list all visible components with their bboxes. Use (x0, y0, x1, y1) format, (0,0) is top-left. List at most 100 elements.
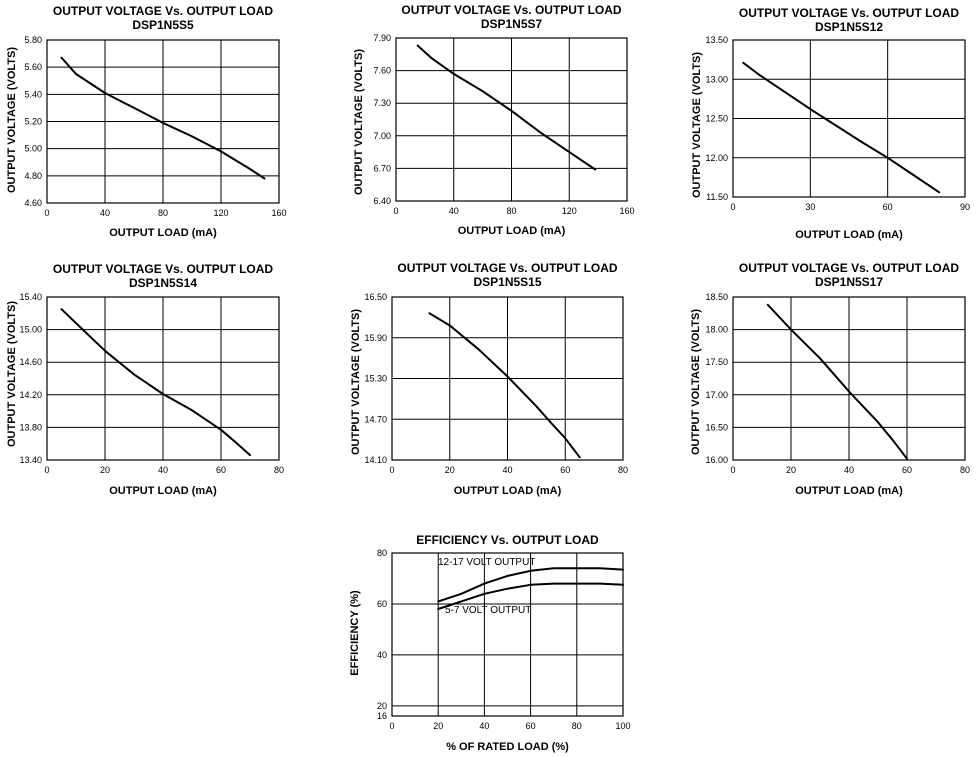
y-tick-label: 16.50 (705, 422, 728, 432)
y-tick-label: 16.50 (364, 292, 387, 302)
x-tick-label: 20 (433, 721, 443, 731)
x-tick-label: 80 (572, 721, 582, 731)
chart-title: EFFICIENCY Vs. OUTPUT LOAD (416, 533, 599, 547)
x-tick-label: 80 (158, 208, 168, 218)
plot-frame (395, 37, 628, 202)
y-axis-label: OUTPUT VOLTAGE (VOLTS) (691, 52, 703, 198)
y-tick-label: 5.60 (24, 62, 42, 72)
chart-title: OUTPUT VOLTAGE Vs. OUTPUT LOAD (53, 262, 274, 276)
x-axis-label: OUTPUT LOAD (mA) (109, 227, 217, 239)
chart-subtitle: DSP1N5S15 (473, 275, 541, 289)
series-line-1 (416, 44, 597, 171)
y-tick-label: 12.50 (705, 114, 728, 124)
chart-title: OUTPUT VOLTAGE Vs. OUTPUT LOAD (401, 3, 622, 17)
chart-title: OUTPUT VOLTAGE Vs. OUTPUT LOAD (397, 261, 618, 275)
x-tick-label: 80 (960, 465, 970, 475)
chart-subtitle: DSP1N5S12 (815, 20, 883, 34)
x-tick-label: 40 (479, 721, 489, 731)
y-axis-label: OUTPUT VOLTAGE (VOLTS) (690, 309, 702, 455)
x-axis-label: % OF RATED LOAD (%) (446, 741, 569, 753)
y-tick-label: 15.30 (364, 374, 387, 384)
y-tick-label: 18.50 (705, 292, 728, 302)
plot-frame (391, 296, 624, 461)
y-tick-label: 4.80 (24, 171, 42, 181)
plot-frame (391, 552, 624, 717)
chart-title: OUTPUT VOLTAGE Vs. OUTPUT LOAD (53, 4, 274, 18)
y-tick-label: 5.00 (24, 144, 42, 154)
x-tick-label: 80 (506, 206, 516, 216)
x-tick-label: 120 (213, 208, 228, 218)
x-tick-label: 120 (562, 206, 577, 216)
x-tick-label: 40 (158, 465, 168, 475)
x-tick-label: 60 (216, 465, 226, 475)
y-tick-label: 60 (377, 599, 387, 609)
x-axis-label: OUTPUT LOAD (mA) (795, 229, 903, 241)
x-tick-label: 40 (844, 465, 854, 475)
y-tick-label: 14.70 (364, 414, 387, 424)
plot-frame (46, 39, 280, 204)
y-tick-label: 14.10 (364, 455, 387, 465)
x-tick-label: 160 (619, 206, 634, 216)
x-tick-label: 60 (560, 465, 570, 475)
y-tick-label: 4.60 (24, 198, 42, 208)
series-line-1 (437, 567, 624, 603)
y-tick-label: 15.40 (19, 292, 42, 302)
y-tick-label: 7.90 (373, 33, 391, 43)
y-tick-label: 13.00 (705, 74, 728, 84)
x-tick-label: 20 (100, 465, 110, 475)
y-tick-label: 7.60 (373, 66, 391, 76)
x-tick-label: 60 (526, 721, 536, 731)
x-tick-label: 0 (44, 208, 49, 218)
y-tick-label: 14.20 (19, 390, 42, 400)
x-tick-label: 20 (786, 465, 796, 475)
y-axis-label: OUTPUT VOLTAGE (VOLTS) (6, 301, 18, 447)
x-tick-label: 100 (615, 721, 630, 731)
chart-title: OUTPUT VOLTAGE Vs. OUTPUT LOAD (739, 261, 960, 275)
x-tick-label: 90 (960, 202, 970, 212)
y-tick-label: 17.50 (705, 357, 728, 367)
x-tick-label: 80 (274, 465, 284, 475)
y-tick-label: 17.00 (705, 390, 728, 400)
y-tick-label: 16.00 (705, 455, 728, 465)
y-tick-label: 80 (377, 548, 387, 558)
y-tick-label: 5.40 (24, 89, 42, 99)
x-tick-label: 0 (389, 721, 394, 731)
plot-frame (46, 296, 280, 461)
y-tick-label: 13.80 (19, 422, 42, 432)
series-annotation: 12-17 VOLT OUTPUT (438, 557, 535, 568)
series-annotation: 5-7 VOLT OUTPUT (445, 605, 531, 616)
y-tick-label: 13.40 (19, 455, 42, 465)
chart-subtitle: DSP1N5S5 (132, 18, 194, 32)
x-tick-label: 0 (393, 206, 398, 216)
plot-frame (732, 296, 966, 461)
y-tick-label: 20 (377, 701, 387, 711)
y-tick-label: 12.00 (705, 153, 728, 163)
x-tick-label: 160 (271, 208, 286, 218)
y-tick-label: 6.70 (373, 163, 391, 173)
chart-subtitle: DSP1N5S7 (481, 17, 543, 31)
x-tick-label: 40 (502, 465, 512, 475)
y-axis-label: OUTPUT VOLTAGE (VOLTS) (6, 47, 18, 193)
y-tick-label: 40 (377, 650, 387, 660)
y-tick-label: 11.50 (706, 192, 728, 202)
x-tick-label: 30 (805, 202, 815, 212)
x-axis-label: OUTPUT LOAD (mA) (795, 485, 903, 497)
x-tick-label: 0 (389, 465, 394, 475)
series-line-1 (428, 312, 581, 459)
x-tick-label: 0 (44, 465, 49, 475)
x-tick-label: 20 (445, 465, 455, 475)
x-tick-label: 0 (730, 202, 735, 212)
x-axis-label: OUTPUT LOAD (mA) (109, 485, 217, 497)
x-tick-label: 60 (883, 202, 893, 212)
y-tick-label: 15.00 (19, 325, 42, 335)
x-axis-label: OUTPUT LOAD (mA) (458, 225, 566, 237)
y-tick-label: 5.20 (24, 117, 42, 127)
y-axis-label: EFFICIENCY (%) (349, 590, 361, 676)
series-line-1 (60, 56, 266, 180)
